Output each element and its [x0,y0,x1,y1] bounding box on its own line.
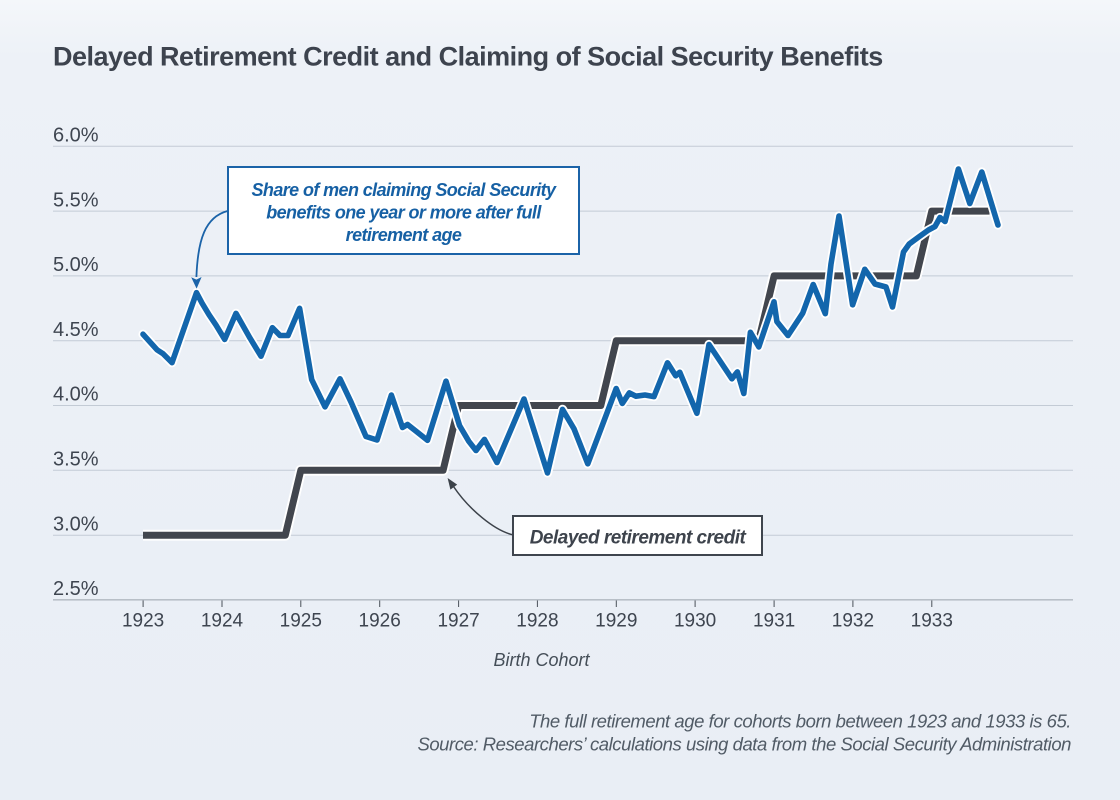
svg-text:1931: 1931 [753,611,795,632]
svg-text:1930: 1930 [674,611,716,632]
svg-text:1929: 1929 [595,611,637,632]
svg-text:6.0%: 6.0% [53,125,99,147]
svg-text:Birth Cohort: Birth Cohort [493,650,590,670]
svg-text:5.0%: 5.0% [53,254,99,276]
svg-text:retirement age: retirement age [346,225,462,245]
svg-text:2.5%: 2.5% [53,578,99,600]
svg-text:5.5%: 5.5% [53,189,99,211]
svg-text:1927: 1927 [437,611,479,632]
svg-text:1928: 1928 [516,611,558,632]
svg-text:1923: 1923 [122,611,164,632]
svg-text:4.5%: 4.5% [53,319,99,341]
svg-text:1924: 1924 [201,611,244,632]
svg-text:4.0%: 4.0% [53,384,99,406]
svg-text:Source: Researchers’ calculati: Source: Researchers’ calculations using … [417,734,1071,755]
svg-text:The full retirement age for co: The full retirement age for cohorts born… [529,711,1071,732]
svg-text:1925: 1925 [280,611,322,632]
svg-text:Delayed retirement credit: Delayed retirement credit [530,528,747,549]
svg-text:Share of men claiming Social S: Share of men claiming Social Security [252,180,557,200]
svg-text:1926: 1926 [359,611,401,632]
svg-text:benefits one year or more afte: benefits one year or more after full [266,203,542,223]
svg-text:3.0%: 3.0% [53,513,99,535]
svg-text:3.5%: 3.5% [53,449,99,471]
svg-text:1933: 1933 [911,611,953,632]
svg-text:1932: 1932 [832,611,874,632]
svg-text:Delayed Retirement Credit and: Delayed Retirement Credit and Claiming o… [53,42,883,72]
